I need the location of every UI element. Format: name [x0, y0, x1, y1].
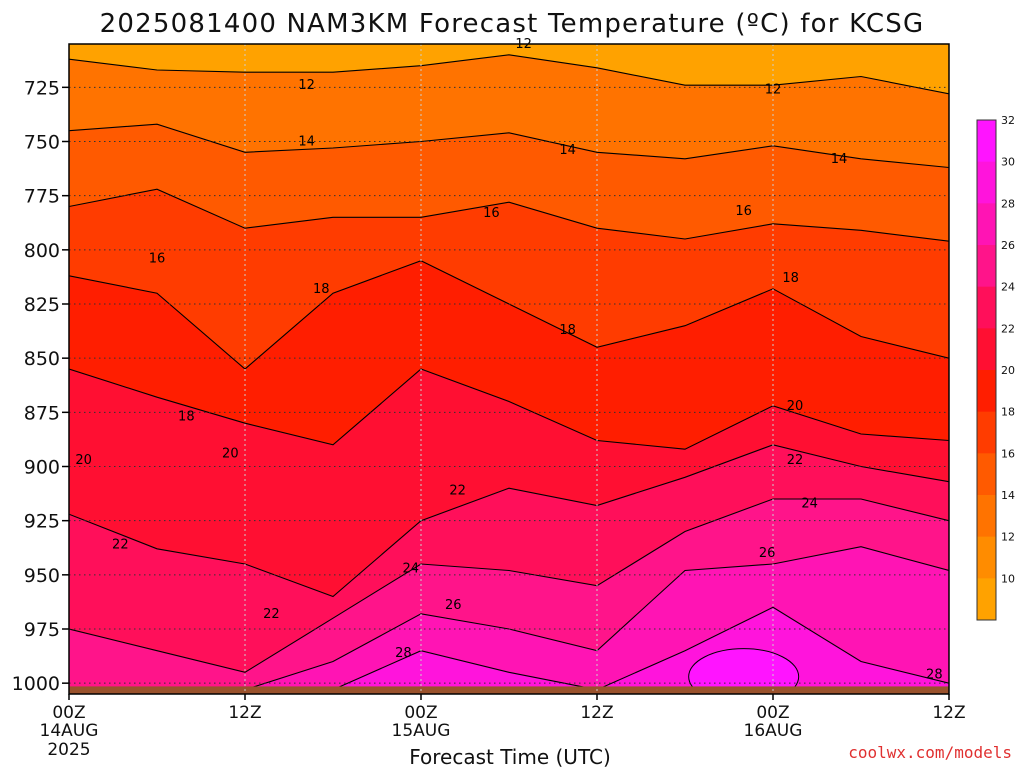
contour-label: 12	[298, 78, 315, 93]
colorbar-tick-label: 28	[1001, 197, 1015, 210]
x-tick-date: 14AUG	[40, 721, 99, 741]
hot-core-region	[688, 648, 800, 694]
contour-label: 18	[313, 282, 330, 297]
colorbar-swatch	[977, 120, 996, 163]
y-tick-label: 925	[24, 511, 60, 533]
x-tick-label: 00Z	[404, 703, 437, 723]
colorbar-swatch	[977, 161, 996, 204]
ground-strip	[69, 686, 949, 694]
contour-label: 22	[449, 483, 466, 498]
contour-label: 20	[222, 447, 239, 462]
y-tick-label: 950	[24, 565, 60, 587]
contour-line-22	[69, 444, 949, 598]
contour-label: 28	[926, 668, 943, 683]
colorbar-frame	[976, 119, 997, 621]
contour-label: 18	[559, 323, 576, 338]
colorbar-swatch	[977, 328, 996, 371]
colorbar-tick-label: 32	[1001, 114, 1015, 127]
y-tick-label: 750	[24, 132, 60, 154]
contour-line-24	[69, 498, 949, 673]
contour-label: 22	[112, 538, 129, 553]
x-tick-label: 00Z	[756, 703, 789, 723]
contour-label: 12	[765, 83, 782, 98]
contour-label: 22	[787, 453, 804, 468]
y-tick-label: 975	[24, 619, 60, 641]
colorbar-swatch	[977, 245, 996, 288]
contour-line-12	[69, 54, 949, 95]
x-tick-date: 15AUG	[392, 721, 451, 741]
colorbar-tick-label: 30	[1001, 156, 1015, 169]
colorbar-tick-label: 26	[1001, 239, 1015, 252]
chart-title: 2025081400 NAM3KM Forecast Temperature (…	[100, 9, 925, 39]
colorbar-swatch	[977, 411, 996, 454]
contour-label: 14	[559, 143, 576, 158]
colorbar-tick-label: 20	[1001, 364, 1015, 377]
contour-line-16	[69, 188, 949, 242]
y-tick-label: 800	[24, 240, 60, 262]
x-tick-label: 00Z	[52, 703, 85, 723]
contour-label: 14	[831, 152, 848, 167]
y-axis: 725 750 775 800 825 850 875 900 925 950 975 1000	[12, 77, 69, 695]
x-tick-date: 16AUG	[744, 721, 803, 741]
colorbar-swatch	[977, 203, 996, 246]
colorbar-tick-label: 18	[1001, 406, 1015, 419]
contour-label: 16	[735, 204, 752, 219]
plot-area	[69, 44, 949, 694]
contour-label: 14	[298, 135, 315, 150]
x-axis-label: Forecast Time (UTC)	[409, 745, 611, 768]
contour-label: 20	[75, 453, 92, 468]
colorbar-tick-label: 22	[1001, 322, 1015, 335]
credit-text: coolwx.com/models	[848, 743, 1012, 762]
colorbar-swatch	[977, 536, 996, 579]
contour-label: 16	[483, 206, 500, 221]
colorbar-tick-label: 12	[1001, 531, 1015, 544]
colorbar-swatch	[977, 453, 996, 496]
contour-label: 26	[445, 598, 462, 613]
colorbar-tick-label: 14	[1001, 489, 1015, 502]
x-tick-label: 12Z	[580, 703, 613, 723]
y-tick-label: 825	[24, 294, 60, 316]
contour-label: 20	[787, 399, 804, 414]
colorbar-tick-label: 24	[1001, 281, 1015, 294]
contour-label: 24	[801, 496, 818, 511]
y-tick-label: 875	[24, 402, 60, 424]
y-tick-label: 850	[24, 348, 60, 370]
y-tick-label: 1000	[12, 673, 60, 695]
colorbar: 10 12 14 16 18 20 22 24 26 28 30 32	[976, 114, 1015, 621]
x-tick-label: 12Z	[932, 703, 965, 723]
x-tick-year: 2025	[47, 740, 90, 760]
contour-line-20	[69, 368, 949, 450]
colorbar-swatch	[977, 286, 996, 329]
x-tick-label: 12Z	[228, 703, 261, 723]
contour-label: 26	[759, 546, 776, 561]
y-tick-label: 725	[24, 77, 60, 99]
y-tick-label: 775	[24, 186, 60, 208]
contour-label: 18	[782, 271, 799, 286]
contour-label: 28	[395, 646, 412, 661]
contour-label: 22	[263, 607, 280, 622]
contour-label: 24	[402, 561, 419, 576]
contour-label: 16	[149, 252, 166, 267]
colorbar-tick-label: 16	[1001, 447, 1015, 460]
colorbar-swatch	[977, 578, 996, 621]
colorbar-tick-label: 10	[1001, 572, 1015, 585]
plot-frame	[68, 43, 950, 695]
colorbar-swatch	[977, 495, 996, 538]
y-tick-label: 900	[24, 457, 60, 479]
colorbar-swatch	[977, 370, 996, 413]
contour-label: 18	[178, 410, 195, 425]
contour-line-14	[69, 123, 949, 169]
